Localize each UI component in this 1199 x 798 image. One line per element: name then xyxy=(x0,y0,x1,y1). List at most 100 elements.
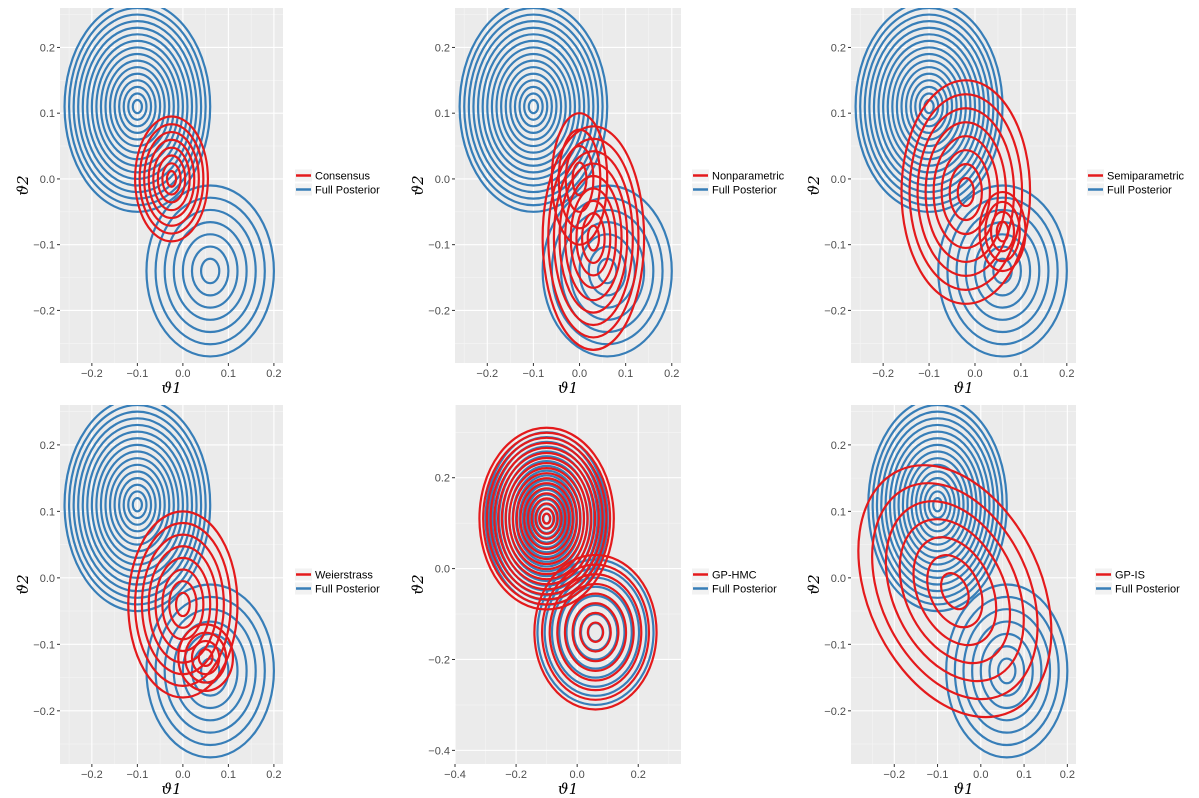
contour-level xyxy=(997,657,1017,685)
contour-level xyxy=(108,66,166,148)
contour-level xyxy=(880,417,995,593)
x-tick-label: 0.2 xyxy=(266,368,281,380)
x-tick-label: −0.2 xyxy=(476,368,498,380)
contour-level xyxy=(490,46,577,167)
contour-level xyxy=(528,493,565,544)
panel-6: −0.2 −0.1 0.0 0.1 0.2 −0.2 −0.1 0.0 0.1 0.2 ϑ1 ϑ2 GP… xyxy=(805,405,1180,798)
contour-level xyxy=(910,463,965,546)
contour-level xyxy=(172,221,248,321)
x-axis-title: ϑ1 xyxy=(558,780,578,798)
contour-level xyxy=(90,39,184,174)
y-tick-label: 0.2 xyxy=(831,440,846,452)
contour-layer xyxy=(63,8,275,358)
contour-level xyxy=(973,233,1032,309)
contour-level xyxy=(190,245,230,297)
contour-level xyxy=(122,85,153,128)
contour-level xyxy=(900,66,958,148)
legend-label: Nonparametric xyxy=(712,171,785,183)
contour-level xyxy=(154,556,212,653)
series-gp-is xyxy=(857,464,1053,719)
contour-level xyxy=(463,8,604,207)
contour-level xyxy=(587,245,627,297)
panel-4: −0.2 −0.1 0.0 0.1 0.2 −0.2 −0.1 0.0 0.1 0.2 ϑ1 ϑ2 We… xyxy=(14,405,380,798)
y-axis-title: ϑ2 xyxy=(409,574,427,594)
contour-level xyxy=(156,154,187,204)
contour-level xyxy=(509,72,558,141)
contour-level xyxy=(476,26,590,187)
contour-level xyxy=(190,645,230,697)
y-tick-label: −0.1 xyxy=(33,639,55,651)
contour-level xyxy=(493,446,600,591)
y-tick-label: 0.0 xyxy=(831,174,846,186)
x-tick-label: −0.2 xyxy=(81,769,103,781)
y-tick-label: 0.2 xyxy=(40,42,55,54)
contour-level xyxy=(63,405,212,613)
contour-level xyxy=(955,208,1050,334)
contour-level xyxy=(161,162,182,196)
contour-level xyxy=(523,487,571,551)
contour-level xyxy=(550,112,609,246)
contour-level xyxy=(530,497,563,540)
contour-level xyxy=(586,621,605,643)
contour-level xyxy=(63,8,212,213)
y-tick-label: 0.0 xyxy=(435,564,450,576)
contour-level xyxy=(953,595,1060,747)
x-tick-label: 0.2 xyxy=(266,769,281,781)
contour-level xyxy=(871,405,1004,606)
contour-level xyxy=(854,8,1004,213)
legend-label: Full Posterior xyxy=(315,584,380,596)
contour-level xyxy=(897,443,978,566)
contour-level xyxy=(138,123,205,235)
x-tick-label: −0.2 xyxy=(872,368,894,380)
y-tick-label: 0.1 xyxy=(40,506,55,518)
series-full-posterior xyxy=(63,405,275,759)
series-nonparametric xyxy=(541,112,646,351)
x-tick-label: 0.1 xyxy=(1016,769,1031,781)
contour-level xyxy=(579,611,612,653)
legend-label: Weierstrass xyxy=(315,570,373,582)
legend-label: Full Posterior xyxy=(315,185,380,197)
contour-level xyxy=(508,467,586,571)
legend-label: Semiparametric xyxy=(1107,171,1185,183)
x-tick-label: 0.2 xyxy=(1060,769,1075,781)
contour-layer xyxy=(63,405,275,759)
legend-label: Full Posterior xyxy=(712,185,777,197)
contour-layer xyxy=(478,426,658,711)
contour-level xyxy=(989,210,1016,253)
legend-label: Consensus xyxy=(315,171,371,183)
series-full-posterior xyxy=(854,8,1068,358)
contour-level xyxy=(127,510,239,699)
contour-level xyxy=(118,79,157,135)
contour-level xyxy=(86,33,189,181)
x-tick-label: −0.2 xyxy=(81,368,103,380)
contour-level xyxy=(131,496,144,513)
x-tick-label: −0.4 xyxy=(444,769,466,781)
contour-level xyxy=(988,645,1026,697)
contour-level xyxy=(932,496,943,513)
contour-layer xyxy=(857,405,1069,759)
contour-level xyxy=(467,13,600,200)
x-axis-title: ϑ1 xyxy=(558,379,578,397)
contour-level xyxy=(888,430,987,579)
x-tick-label: 0.1 xyxy=(1013,368,1028,380)
y-axis-title: ϑ2 xyxy=(805,175,823,195)
contour-level xyxy=(572,603,619,661)
contour-level xyxy=(550,576,641,688)
y-tick-label: 0.0 xyxy=(831,573,846,585)
contour-level xyxy=(984,200,1021,263)
contour-level xyxy=(534,502,559,535)
y-tick-label: 0.2 xyxy=(831,42,846,54)
contour-level xyxy=(77,417,198,593)
contour-level xyxy=(500,456,593,581)
legend-label: Full Posterior xyxy=(712,584,777,596)
legend-label: Full Posterior xyxy=(1107,185,1172,197)
contour-level xyxy=(875,410,1000,599)
y-tick-label: 0.0 xyxy=(40,174,55,186)
contour-level xyxy=(143,130,200,227)
contour-level xyxy=(72,410,203,599)
contour-level xyxy=(177,623,235,692)
contour-level xyxy=(481,33,586,181)
contour-level xyxy=(199,657,221,685)
x-tick-label: 0.1 xyxy=(618,368,633,380)
contour-level xyxy=(971,620,1043,722)
